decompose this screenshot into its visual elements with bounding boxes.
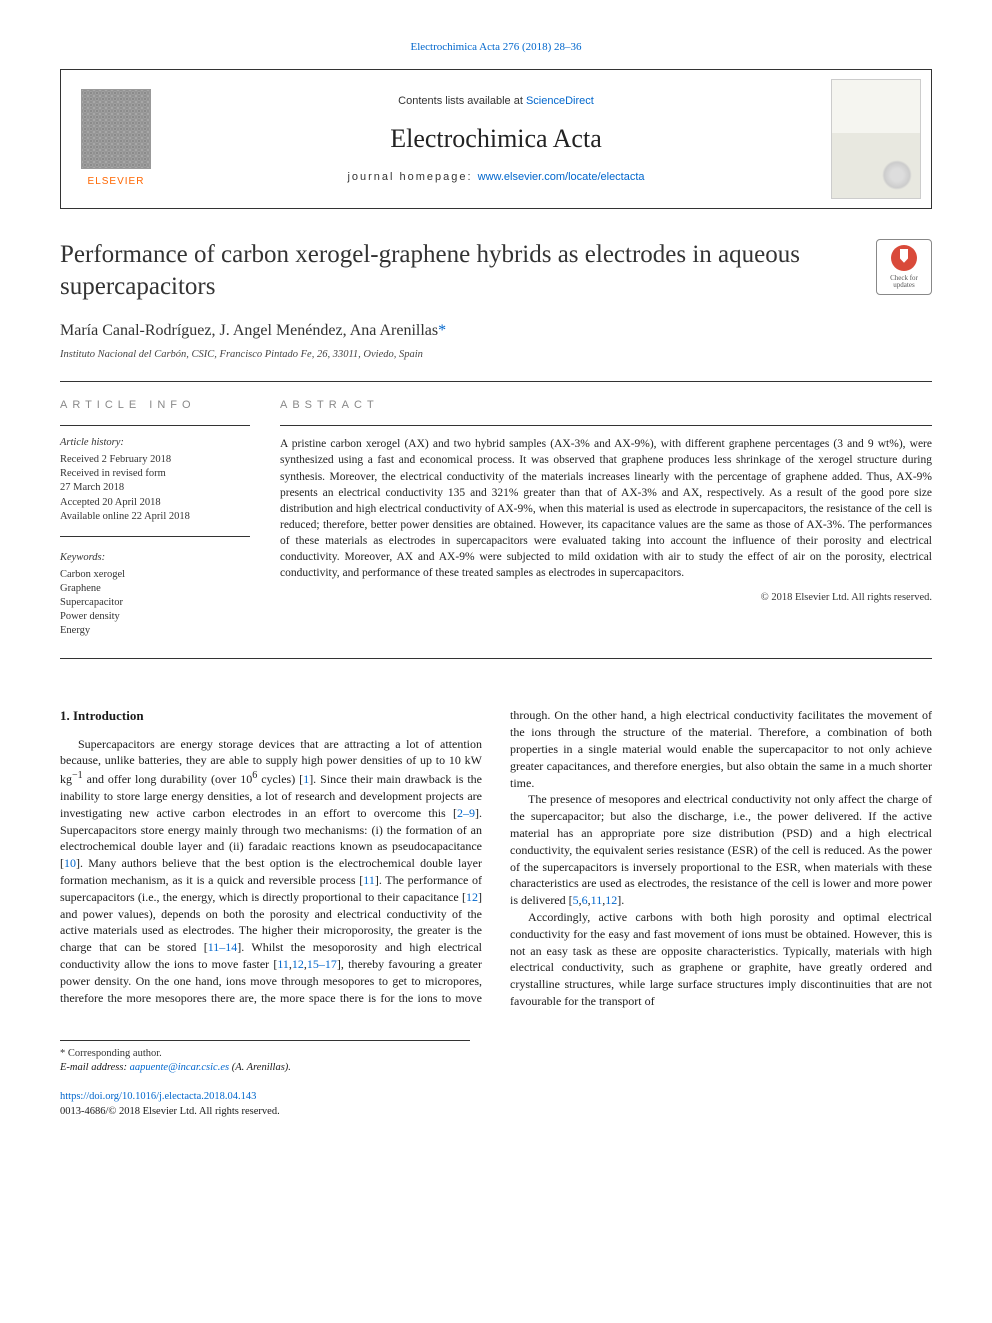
ref-link[interactable]: 11 [591,893,603,907]
ref-link[interactable]: 12 [605,893,617,907]
publisher-name: ELSEVIER [88,175,145,189]
corresponding-mark: * [438,322,446,339]
journal-header: ELSEVIER Contents lists available at Sci… [60,69,932,209]
email-line: E-mail address: aapuente@incar.csic.es (… [60,1061,470,1076]
ref-link[interactable]: 15–17 [307,957,337,971]
bookmark-icon [891,245,917,271]
check-updates-badge[interactable]: Check forupdates [876,239,932,295]
section-heading: 1. Introduction [60,707,482,725]
ref-link[interactable]: 11 [277,957,289,971]
rule-bottom [60,658,932,659]
ref-link[interactable]: 12 [466,890,478,904]
ref-link[interactable]: 5 [573,893,579,907]
cover-thumbnail [821,70,931,208]
keyword: Carbon xerogel [60,568,250,582]
copyright: © 2018 Elsevier Ltd. All rights reserved… [280,591,932,606]
history-item: Received in revised form [60,467,250,481]
keyword: Power density [60,610,250,624]
contents-prefix: Contents lists available at [398,95,526,107]
homepage-line: journal homepage: www.elsevier.com/locat… [347,170,644,185]
history-item: Available online 22 April 2018 [60,510,250,524]
abstract-label: abstract [280,398,932,413]
abstract-column: abstract A pristine carbon xerogel (AX) … [280,398,932,638]
article-info-column: article info Article history: Received 2… [60,398,250,638]
keyword: Energy [60,624,250,638]
doi-link[interactable]: https://doi.org/10.1016/j.electacta.2018… [60,1091,256,1102]
homepage-link[interactable]: www.elsevier.com/locate/electacta [478,171,645,183]
ref-link[interactable]: 11–14 [208,940,238,954]
journal-cover-icon [831,79,921,199]
keyword: Graphene [60,582,250,596]
sciencedirect-link[interactable]: ScienceDirect [526,95,594,107]
rule-keywords [60,536,250,537]
contents-available: Contents lists available at ScienceDirec… [398,94,594,109]
issn-line: 0013-4686/© 2018 Elsevier Ltd. All right… [60,1106,280,1117]
history-label: Article history: [60,436,250,451]
abstract-text: A pristine carbon xerogel (AX) and two h… [280,436,932,581]
ref-link[interactable]: 12 [292,957,304,971]
body-text: 1. Introduction Supercapacitors are ener… [60,707,932,1009]
paragraph: The presence of mesopores and electrical… [510,791,932,909]
keyword: Supercapacitor [60,596,250,610]
authors: María Canal-Rodríguez, J. Angel Menéndez… [60,320,932,342]
ref-link[interactable]: 6 [582,893,588,907]
elsevier-tree-icon [81,89,151,169]
article-title: Performance of carbon xerogel-graphene h… [60,239,856,302]
journal-name: Electrochimica Acta [390,121,602,157]
paragraph: Accordingly, active carbons with both hi… [510,909,932,1010]
updates-text: Check forupdates [890,275,918,290]
ref-link[interactable]: 11 [363,873,375,887]
doi-block: https://doi.org/10.1016/j.electacta.2018… [60,1090,932,1119]
corr-author-note: * Corresponding author. [60,1047,470,1062]
author-list: María Canal-Rodríguez, J. Angel Menéndez… [60,322,438,339]
ref-link[interactable]: 2–9 [457,806,475,820]
history-item: Accepted 20 April 2018 [60,496,250,510]
history-item: Received 2 February 2018 [60,453,250,467]
ref-link[interactable]: 10 [64,856,76,870]
rule-abstract [280,425,932,426]
keywords-label: Keywords: [60,551,250,566]
corresponding-footer: * Corresponding author. E-mail address: … [60,1040,470,1076]
article-info-label: article info [60,398,250,413]
citation-line: Electrochimica Acta 276 (2018) 28–36 [60,40,932,55]
history-item: 27 March 2018 [60,481,250,495]
publisher-logo: ELSEVIER [61,70,171,208]
header-center: Contents lists available at ScienceDirec… [171,70,821,208]
affiliation: Instituto Nacional del Carbón, CSIC, Fra… [60,348,932,363]
homepage-prefix: journal homepage: [347,171,477,183]
email-link[interactable]: aapuente@incar.csic.es [130,1062,229,1073]
rule-info [60,425,250,426]
